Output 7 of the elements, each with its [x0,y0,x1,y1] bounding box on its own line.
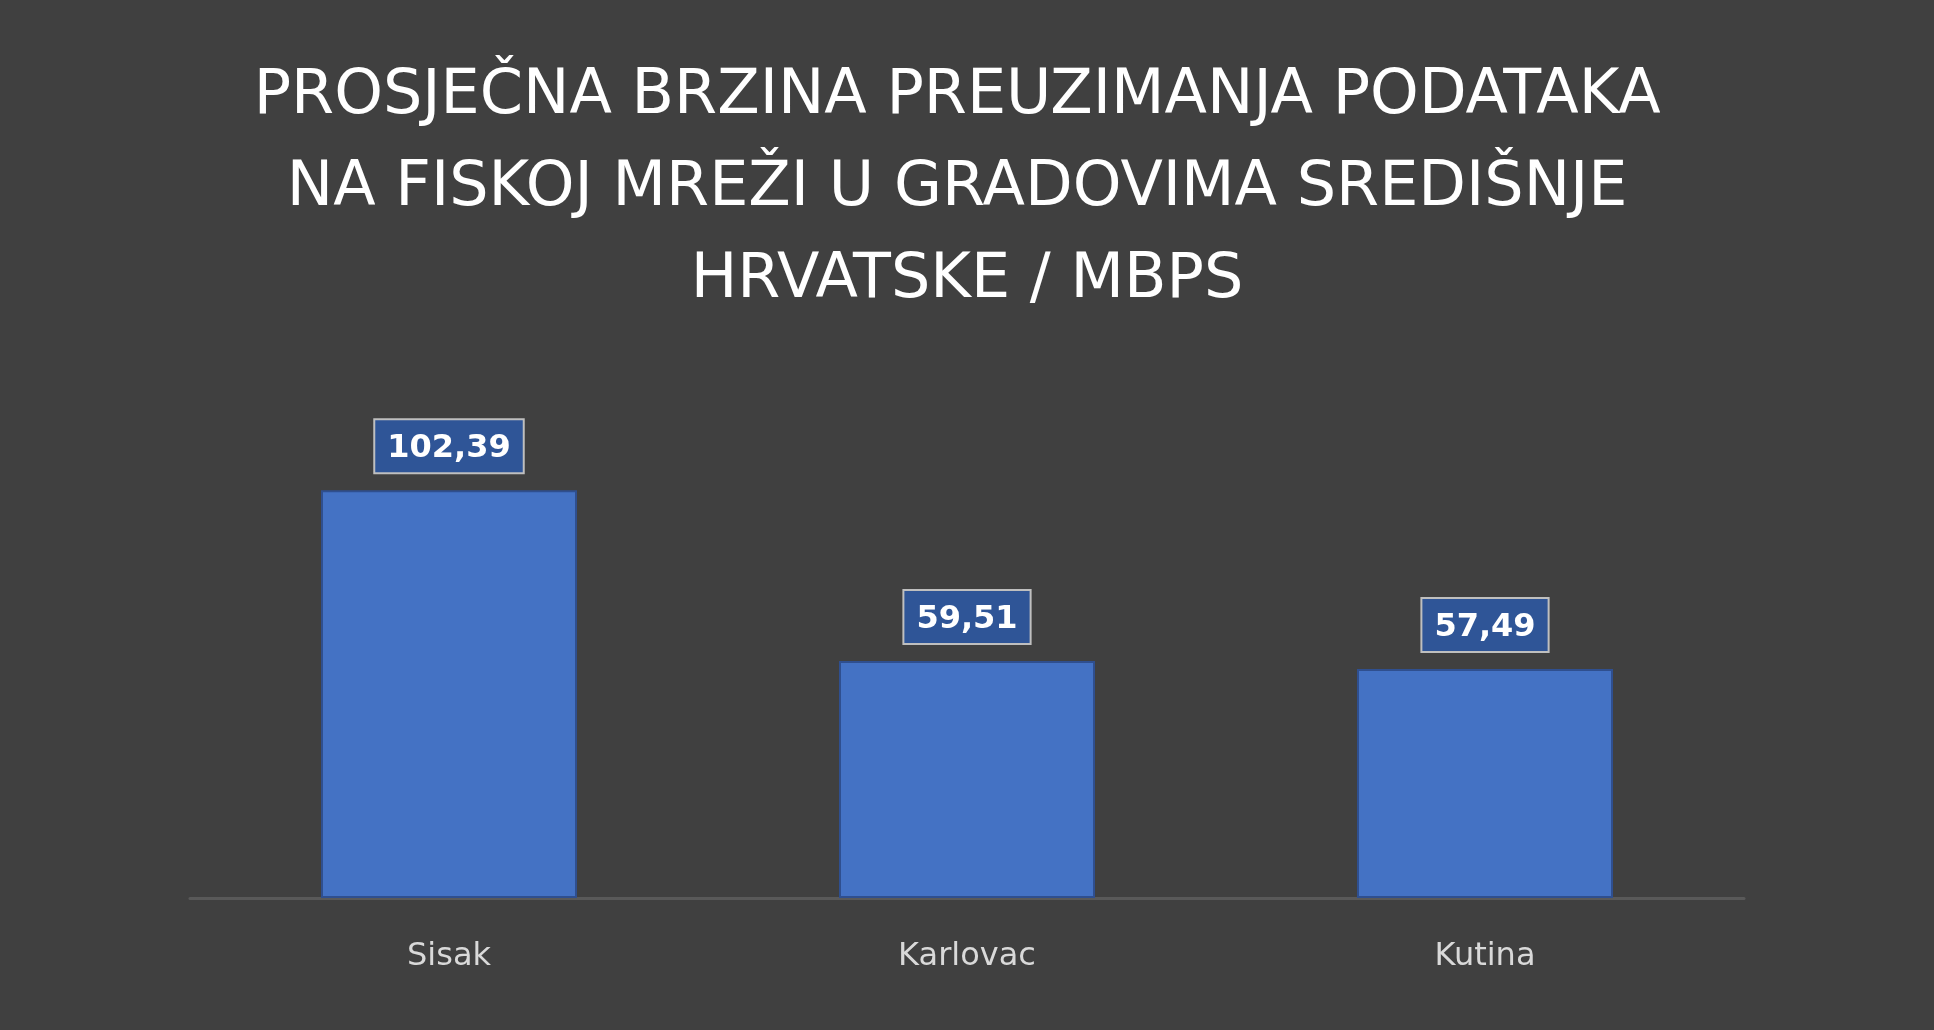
x-tick-label: Karlovac [898,935,1036,973]
data-label: 59,51 [916,597,1018,636]
x-tick-label: Kutina [1434,935,1536,973]
data-label: 57,49 [1434,606,1536,644]
data-label: 102,39 [387,427,511,466]
x-tick-label: Sisak [406,935,492,973]
chart-title: PROSJEČNA BRZINA PREUZIMANJA PODATAKA NA FISKOJ MREŽI U GRADOVIMA SREDIŠNJE HRVATSKE / MBPS [253,54,1681,312]
